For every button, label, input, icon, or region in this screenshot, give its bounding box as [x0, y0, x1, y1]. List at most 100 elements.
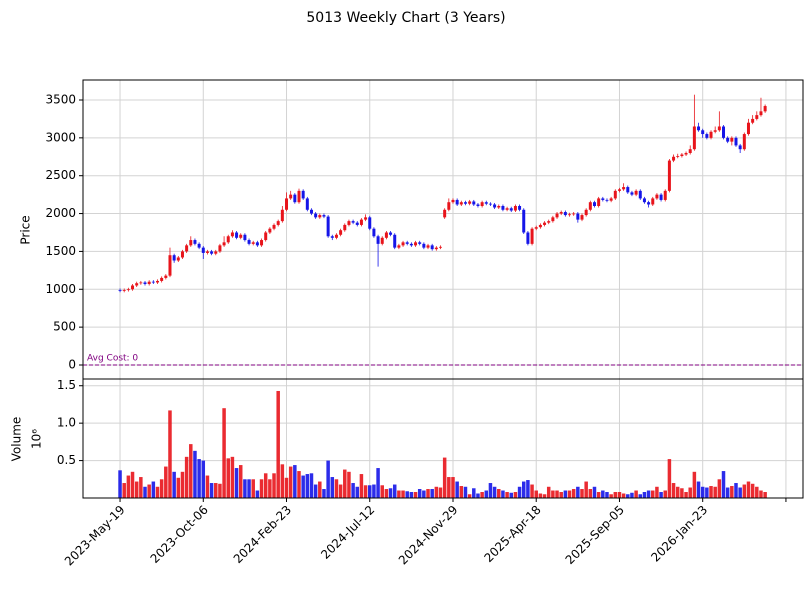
candle-body [705, 134, 709, 138]
candle-body [663, 190, 667, 200]
candle-body [430, 245, 434, 250]
candle-body [439, 246, 443, 248]
volume-bar [334, 479, 339, 498]
candle-body [722, 126, 726, 138]
volume-bar [118, 470, 122, 498]
y-tick-label: 500 [53, 320, 76, 334]
volume-bar [551, 490, 555, 498]
volume-bar [139, 477, 143, 498]
candle-body [584, 209, 588, 216]
candle-body [384, 232, 388, 238]
candle-body [630, 192, 634, 195]
candle-body [580, 215, 584, 220]
volume-bar [580, 489, 584, 498]
volume-bar [717, 479, 722, 498]
x-tick-label: 2025-Sep-05 [563, 503, 627, 567]
volume-bar [651, 490, 655, 498]
candle-body [389, 232, 393, 235]
volume-bar [634, 490, 638, 498]
volume-bar [372, 484, 376, 498]
candle-body [518, 205, 522, 210]
candle-body [513, 205, 517, 211]
candle-body [738, 145, 742, 150]
volume-bar [343, 469, 347, 498]
volume-bar [430, 489, 434, 498]
candle-body [601, 198, 605, 200]
candle-body [759, 111, 763, 116]
volume-bar [713, 486, 717, 498]
candle-body [763, 106, 767, 112]
volume-bar [234, 468, 239, 498]
candle-body [122, 290, 126, 291]
candle-body [688, 149, 692, 153]
volume-bar [201, 460, 206, 498]
volume-bar [297, 471, 301, 498]
candle-body [147, 281, 151, 284]
candle-body [214, 251, 218, 254]
volume-bar [588, 489, 593, 498]
candle-body [651, 198, 655, 205]
candle-body [605, 199, 609, 201]
volume-bar [164, 466, 168, 498]
candle-body [480, 202, 484, 206]
volume-bar [596, 492, 601, 498]
candle-body [176, 257, 180, 261]
volume-bar [534, 490, 538, 498]
volume-bar [675, 486, 680, 498]
candle-body [376, 236, 380, 244]
candle-body [701, 130, 705, 135]
volume-bar [592, 486, 597, 498]
volume-bar [447, 477, 451, 498]
candle-body [243, 234, 247, 241]
candle-body [526, 232, 530, 244]
volume-bar [288, 466, 293, 498]
volume-bar [750, 483, 755, 498]
y-tick-label: 2000 [45, 206, 76, 220]
volume-bar [584, 481, 588, 498]
candle-body [522, 209, 526, 233]
candle-body [472, 201, 476, 205]
candle-body [143, 282, 147, 284]
candle-body [172, 255, 176, 261]
candle-body [393, 234, 397, 248]
volume-bar [172, 471, 176, 498]
candle-body [355, 222, 359, 225]
candle-body [197, 243, 201, 248]
candle-body [414, 242, 418, 246]
volume-bar [276, 390, 280, 498]
volume-bar [405, 491, 409, 498]
candle-body [164, 275, 168, 278]
volume-bar [384, 489, 389, 498]
candle-body [380, 237, 384, 244]
volume-bar [646, 490, 651, 498]
volume-bar [313, 484, 318, 498]
candle-body [642, 198, 646, 203]
volume-bar [759, 490, 763, 498]
volume-bar [509, 492, 514, 498]
candle-body [497, 205, 501, 208]
volume-bar [476, 493, 480, 498]
volume-bar [363, 485, 368, 498]
volume-bar [451, 477, 455, 498]
volume-bar [184, 456, 189, 498]
volume-bar [426, 489, 430, 498]
volume-offset-label: 10⁶ [30, 429, 44, 449]
x-tick-label: 2024-Jul-12 [318, 503, 377, 562]
volume-bar [422, 490, 426, 498]
candle-body [401, 242, 405, 246]
candle-body [484, 202, 488, 204]
volume-bar [388, 488, 393, 498]
chart-title: 5013 Weekly Chart (3 Years) [306, 10, 505, 26]
candle-body [155, 280, 159, 283]
volume-bar [293, 465, 297, 498]
volume-bar [134, 481, 139, 498]
x-tick-label: 2023-May-19 [62, 503, 128, 569]
volume-bar [214, 483, 218, 498]
volume-bar [696, 481, 701, 498]
candle-body [201, 247, 205, 253]
volume-bar [630, 492, 634, 498]
candle-body [476, 204, 480, 206]
candle-body [218, 245, 222, 252]
volume-bar [301, 475, 305, 498]
